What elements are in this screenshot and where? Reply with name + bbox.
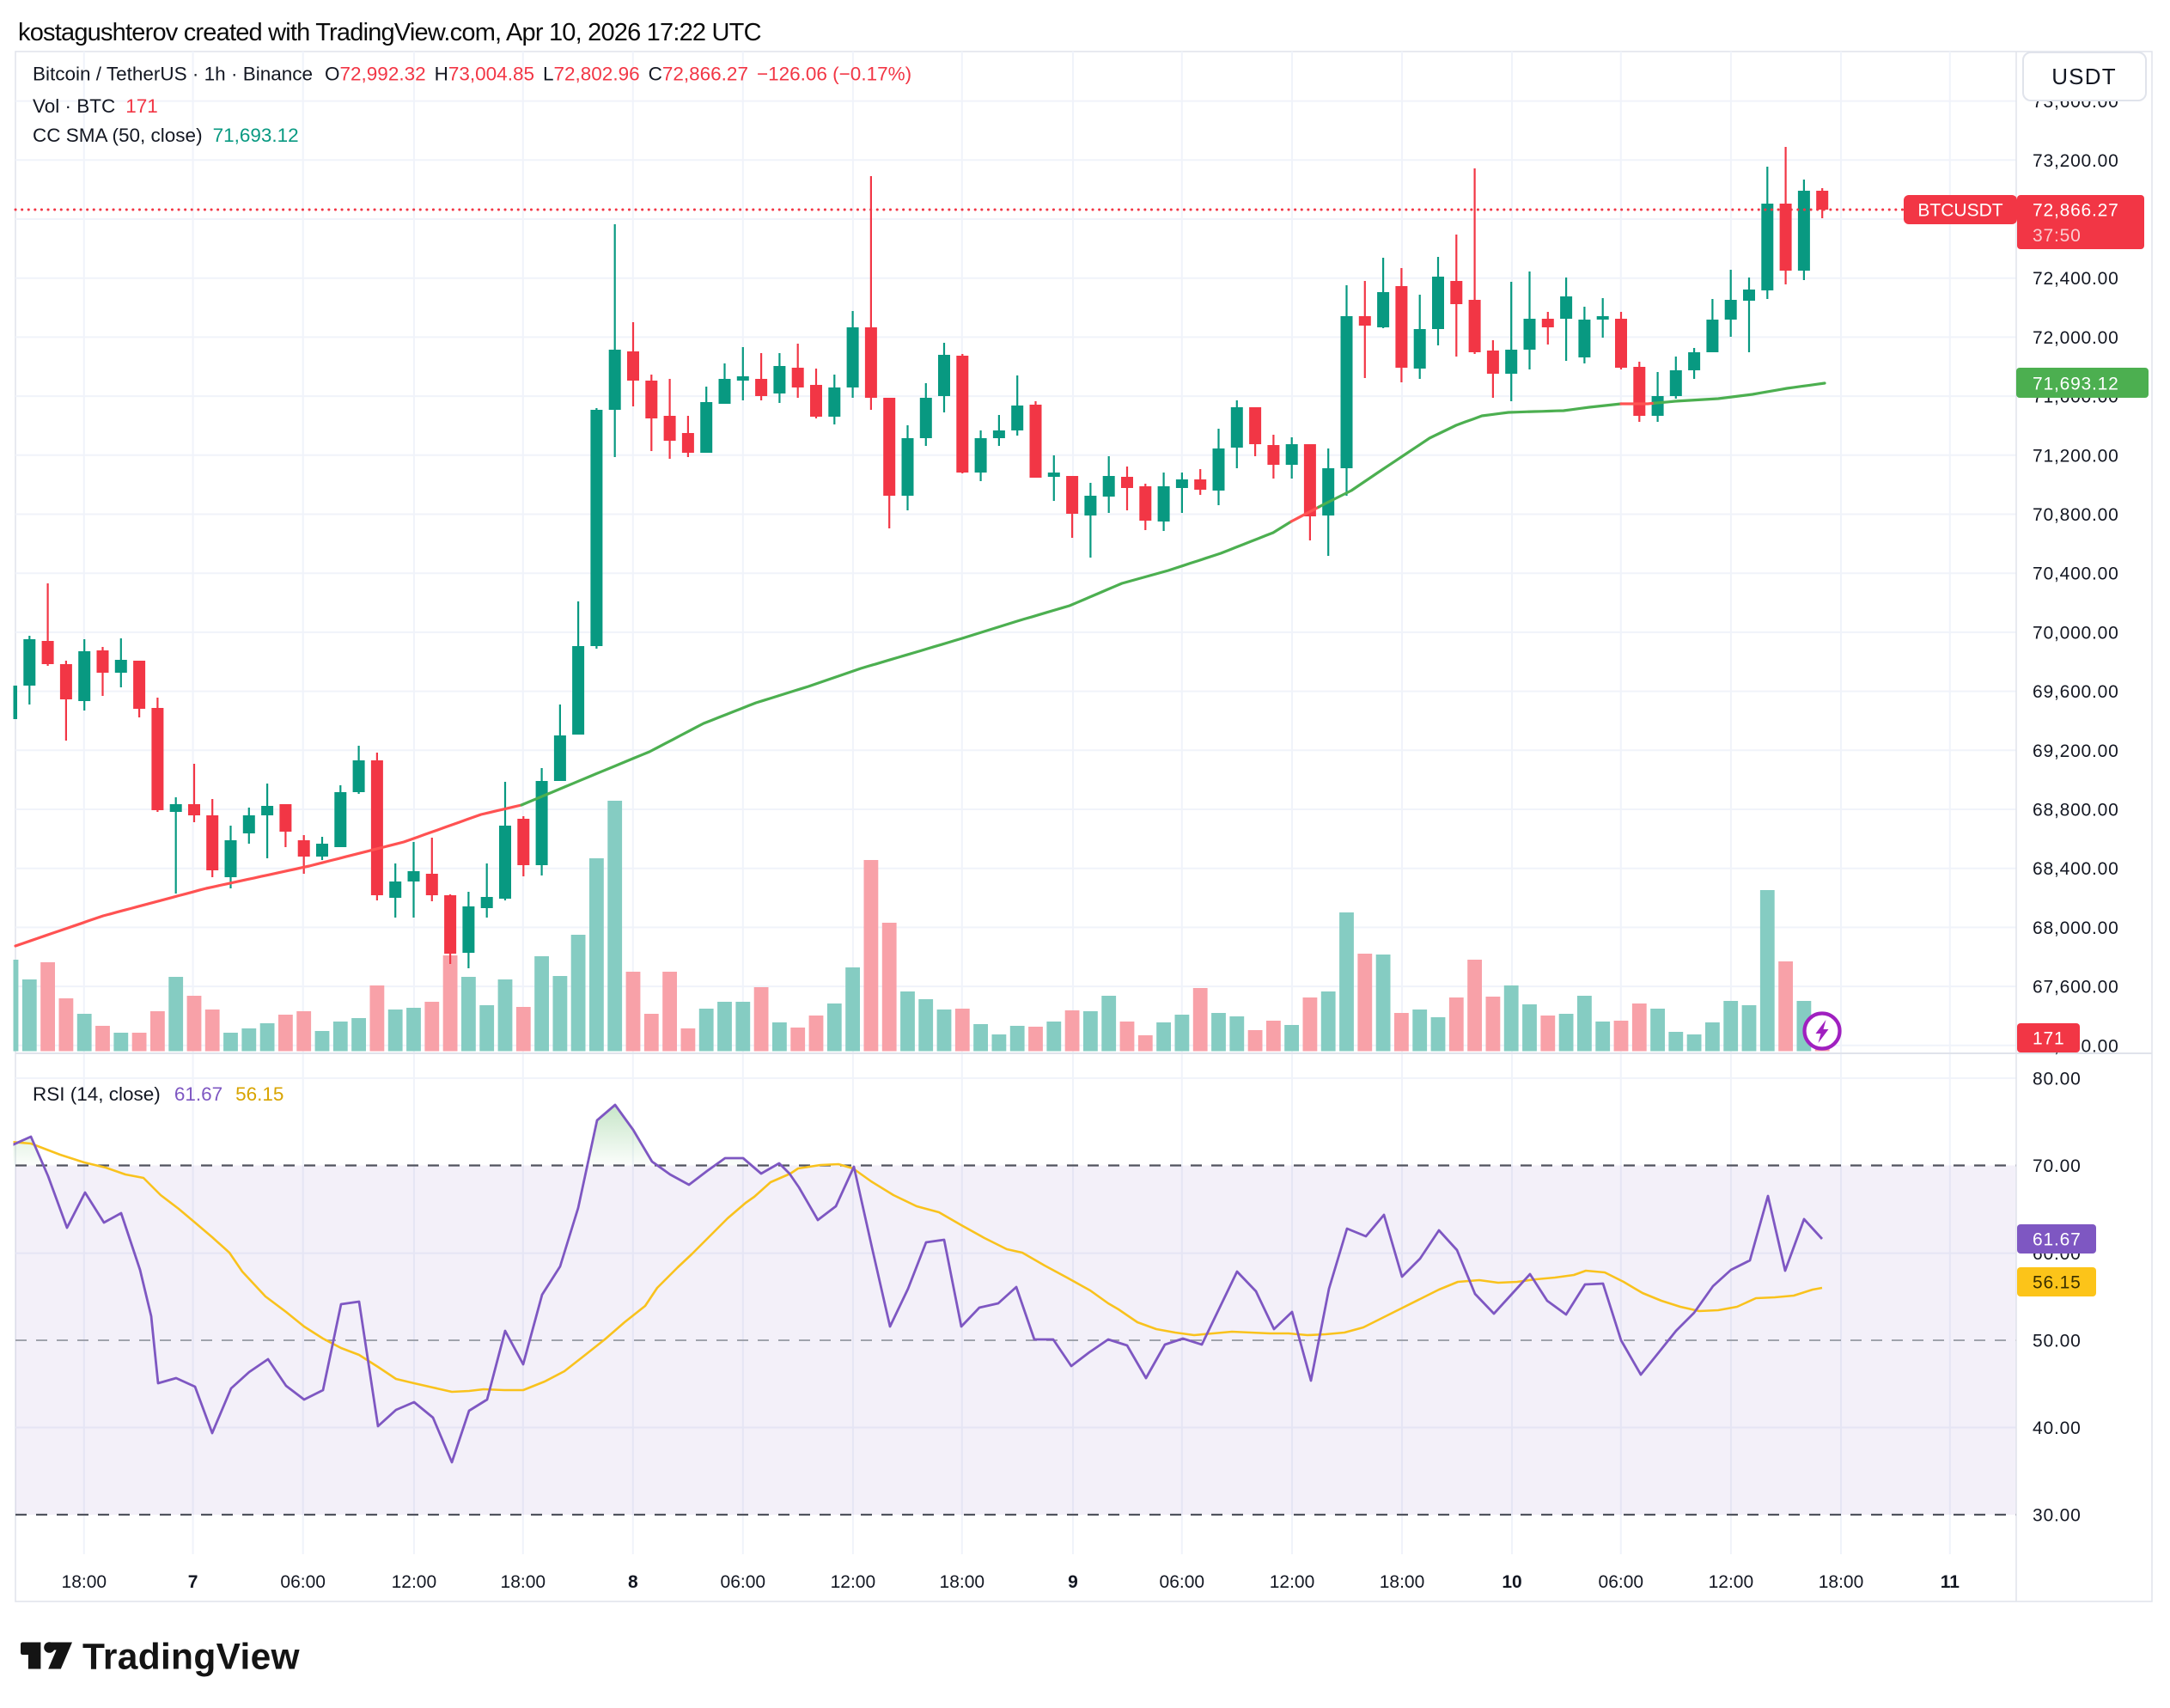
svg-text:12:00: 12:00 xyxy=(831,1572,876,1592)
svg-text:71,200.00: 71,200.00 xyxy=(2033,446,2119,466)
svg-text:11: 11 xyxy=(1941,1572,1960,1592)
svg-text:12:00: 12:00 xyxy=(392,1572,437,1592)
svg-text:USDT: USDT xyxy=(2051,64,2117,89)
svg-text:TradingView: TradingView xyxy=(82,1638,301,1678)
svg-text:30.00: 30.00 xyxy=(2033,1506,2082,1526)
svg-text:40.00: 40.00 xyxy=(2033,1418,2082,1438)
svg-text:8: 8 xyxy=(628,1572,638,1592)
svg-text:56.15: 56.15 xyxy=(2033,1273,2082,1293)
svg-text:kostagushterov created with Tr: kostagushterov created with TradingView.… xyxy=(18,19,761,46)
svg-text:18:00: 18:00 xyxy=(940,1572,985,1592)
svg-text:68,000.00: 68,000.00 xyxy=(2033,918,2119,938)
svg-text:BTCUSDT: BTCUSDT xyxy=(1917,201,2002,221)
svg-text:7: 7 xyxy=(188,1572,198,1592)
svg-text:69,200.00: 69,200.00 xyxy=(2033,741,2119,761)
svg-text:Bitcoin / TetherUS · 1h · Bina: Bitcoin / TetherUS · 1h · Binance O72,992… xyxy=(33,64,911,85)
svg-text:72,000.00: 72,000.00 xyxy=(2033,328,2119,348)
svg-text:9: 9 xyxy=(1068,1572,1078,1592)
svg-text:06:00: 06:00 xyxy=(280,1572,326,1592)
svg-text:12:00: 12:00 xyxy=(1270,1572,1315,1592)
svg-text:18:00: 18:00 xyxy=(501,1572,546,1592)
svg-text:10: 10 xyxy=(1502,1572,1521,1592)
svg-text:70.00: 70.00 xyxy=(2033,1156,2082,1176)
svg-text:70,000.00: 70,000.00 xyxy=(2033,623,2119,643)
svg-text:12:00: 12:00 xyxy=(1709,1572,1754,1592)
svg-text:67,600.00: 67,600.00 xyxy=(2033,978,2119,997)
svg-text:61.67: 61.67 xyxy=(2033,1230,2082,1250)
svg-text:06:00: 06:00 xyxy=(1599,1572,1644,1592)
svg-text:72,866.27: 72,866.27 xyxy=(2033,201,2119,221)
svg-text:70,800.00: 70,800.00 xyxy=(2033,505,2119,525)
svg-text:72,400.00: 72,400.00 xyxy=(2033,269,2119,289)
svg-text:80.00: 80.00 xyxy=(2033,1069,2082,1089)
svg-text:171: 171 xyxy=(2033,1029,2064,1049)
svg-text:18:00: 18:00 xyxy=(1819,1572,1864,1592)
svg-text:CC SMA (50, close)71,693.12: CC SMA (50, close) 71,693.12 xyxy=(33,125,299,146)
svg-text:70,400.00: 70,400.00 xyxy=(2033,564,2119,584)
svg-text:71,693.12: 71,693.12 xyxy=(2033,375,2119,394)
svg-text:73,200.00: 73,200.00 xyxy=(2033,151,2119,171)
svg-text:68,800.00: 68,800.00 xyxy=(2033,801,2119,820)
svg-text:68,400.00: 68,400.00 xyxy=(2033,859,2119,879)
svg-text:06:00: 06:00 xyxy=(721,1572,766,1592)
svg-text:50.00: 50.00 xyxy=(2033,1332,2082,1351)
svg-text:06:00: 06:00 xyxy=(1160,1572,1205,1592)
svg-text:69,600.00: 69,600.00 xyxy=(2033,682,2119,702)
svg-text:18:00: 18:00 xyxy=(1380,1572,1425,1592)
svg-text:18:00: 18:00 xyxy=(62,1572,107,1592)
svg-text:37:50: 37:50 xyxy=(2033,226,2082,246)
